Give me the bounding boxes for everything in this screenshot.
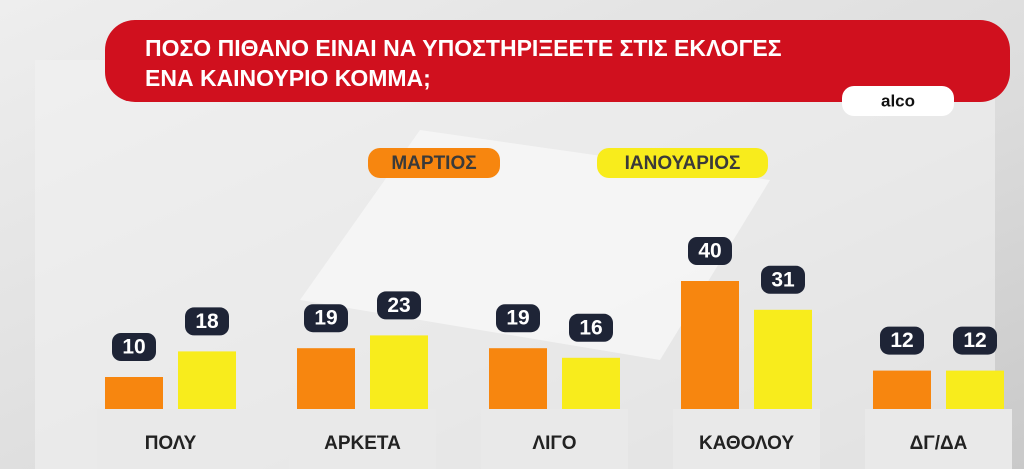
bar	[562, 357, 620, 409]
category-box	[97, 409, 244, 469]
bar	[370, 335, 428, 409]
category-box	[865, 409, 1012, 469]
value-label: 16	[579, 316, 602, 339]
legend-label: ΜΑΡΤΙΟΣ	[391, 153, 476, 174]
value-badge	[112, 333, 156, 361]
bar	[105, 377, 163, 409]
bar	[297, 348, 355, 409]
title-line: ΕΝΑ ΚΑΙΝΟΥΡΙΟ ΚΟΜΜΑ;	[145, 65, 431, 91]
value-label: 12	[890, 329, 913, 352]
bar	[873, 370, 931, 409]
x-tick-label: ΛΙΓΟ	[532, 433, 576, 454]
category-box	[673, 409, 820, 469]
value-label: 19	[314, 307, 337, 330]
legend-swatch	[368, 148, 500, 178]
category-box	[289, 409, 436, 469]
value-badge	[569, 313, 613, 342]
value-label: 10	[122, 336, 145, 359]
value-label: 12	[963, 329, 986, 352]
value-badge	[185, 307, 229, 336]
legend-swatch	[597, 148, 768, 178]
value-badge	[953, 326, 997, 355]
x-tick-label: ΠΟΛΥ	[145, 433, 197, 454]
bar	[681, 281, 739, 409]
bar	[946, 370, 1004, 409]
value-badge	[688, 237, 732, 265]
category-box	[481, 409, 628, 469]
value-label: 31	[771, 268, 795, 291]
source: alco	[881, 91, 915, 110]
title-banner	[105, 20, 1010, 102]
title-line: ΠΟΣΟ ΠΙΘΑΝΟ ΕΙΝΑΙ ΝΑ ΥΠΟΣΤΗΡΙΞΕΕΤΕ ΣΤΙΣ …	[145, 35, 782, 61]
value-badge	[304, 304, 348, 333]
value-label: 19	[506, 307, 529, 330]
value-badge	[880, 326, 924, 355]
legend-label: ΙΑΝΟΥΑΡΙΟΣ	[625, 153, 741, 174]
bar	[489, 348, 547, 409]
value-label: 23	[387, 294, 410, 317]
bar	[178, 351, 236, 409]
bar	[754, 309, 812, 409]
x-tick-label: ΔΓ/ΔΑ	[910, 433, 968, 454]
value-badge	[496, 304, 540, 333]
x-tick-label: ΑΡΚΕΤΑ	[324, 433, 401, 454]
value-label: 18	[195, 310, 219, 333]
value-label: 40	[698, 240, 721, 263]
source-badge	[842, 86, 954, 116]
value-badge	[761, 265, 805, 294]
x-tick-label: ΚΑΘΟΛΟΥ	[699, 433, 794, 454]
value-badge	[377, 291, 421, 320]
